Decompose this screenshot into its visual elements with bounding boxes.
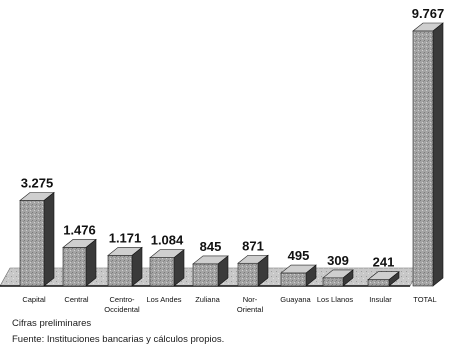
category-label-1: Central [64, 295, 89, 304]
category-label-8: Insular [369, 295, 392, 304]
value-label-2: 1.171 [109, 230, 142, 245]
category-label-7: Los Llanos [317, 295, 354, 304]
bar-3 [149, 249, 185, 287]
bar-front-9 [412, 30, 434, 287]
bar-4 [192, 255, 229, 287]
bar-front-0 [19, 200, 45, 287]
category-label-3: Los Andes [146, 295, 181, 304]
bar-front-5 [237, 262, 259, 287]
note-source: Fuente: Instituciones bancarias y cálcul… [12, 334, 225, 345]
bar-0 [19, 191, 55, 287]
bar-front-6 [280, 272, 307, 287]
bar-side-0 [43, 191, 55, 287]
value-label-5: 871 [242, 238, 264, 253]
bar-5 [237, 254, 269, 287]
bar-front-3 [149, 257, 175, 287]
category-label-5: Nor-Oriental [237, 295, 264, 314]
value-label-0: 3.275 [21, 175, 54, 190]
bar-side-9 [432, 22, 444, 287]
bar-front-8 [367, 279, 390, 287]
note-preliminary: Cifras preliminares [12, 318, 92, 329]
value-label-6: 495 [288, 248, 310, 263]
bar-9 [412, 22, 444, 287]
bar-7 [322, 269, 354, 287]
bar-front-7 [322, 277, 344, 287]
value-label-8: 241 [373, 255, 395, 270]
bar-side-1 [85, 238, 97, 287]
category-label-0: Capital [22, 295, 46, 304]
category-label-2: Centro-Occidental [104, 295, 140, 314]
value-label-3: 1.084 [151, 233, 184, 248]
category-label-9: TOTAL [413, 295, 436, 304]
bar-front-4 [192, 263, 219, 287]
category-label-4: Zuliana [195, 295, 220, 304]
category-label-6: Guayana [280, 295, 311, 304]
bar-front-2 [107, 255, 133, 287]
bar-2 [107, 246, 143, 287]
value-label-9: 9.767 [412, 6, 445, 21]
bar-8 [367, 271, 400, 287]
bar-1 [62, 238, 97, 287]
bar-6 [280, 264, 317, 287]
value-label-7: 309 [327, 253, 349, 268]
value-label-1: 1.476 [63, 222, 96, 237]
bar-front-1 [62, 247, 87, 287]
value-label-4: 845 [200, 239, 222, 254]
